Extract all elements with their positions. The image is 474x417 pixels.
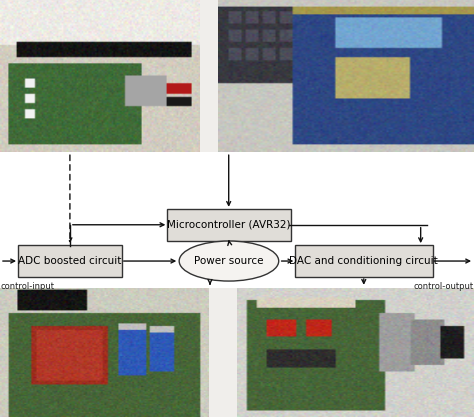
Text: ADC boosted circuit: ADC boosted circuit bbox=[18, 256, 122, 266]
Ellipse shape bbox=[179, 241, 279, 281]
FancyBboxPatch shape bbox=[167, 208, 291, 241]
FancyBboxPatch shape bbox=[295, 245, 433, 277]
FancyBboxPatch shape bbox=[0, 152, 474, 288]
FancyBboxPatch shape bbox=[18, 245, 122, 277]
Text: DAC and conditioning circuit: DAC and conditioning circuit bbox=[290, 256, 438, 266]
Text: control-input: control-input bbox=[0, 281, 55, 291]
Text: Power source: Power source bbox=[194, 256, 264, 266]
Text: Microcontroller (AVR32): Microcontroller (AVR32) bbox=[167, 220, 291, 230]
Text: control-output: control-output bbox=[413, 281, 474, 291]
